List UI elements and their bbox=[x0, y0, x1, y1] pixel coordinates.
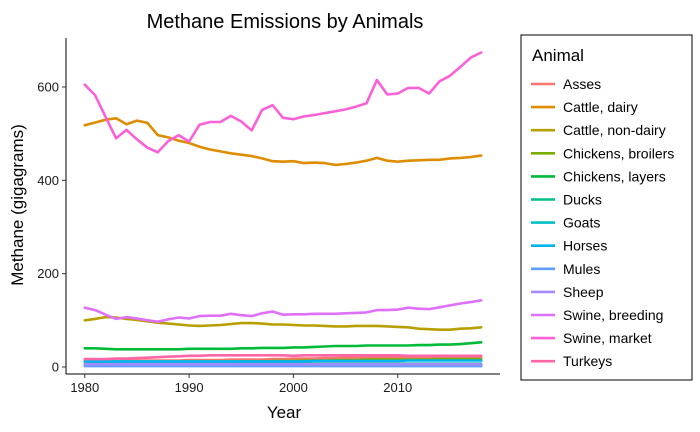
x-tick-label: 1990 bbox=[175, 380, 204, 395]
series-line-swine-market bbox=[83, 51, 483, 154]
legend-label-cattle-non-dairy: Cattle, non-dairy bbox=[563, 122, 666, 138]
chart-title: Methane Emissions by Animals bbox=[147, 11, 424, 33]
legend-label-horses: Horses bbox=[563, 238, 607, 254]
plot-area: 0 200 400 600 1980 1990 2000 2010 bbox=[37, 38, 500, 395]
legend-label-chickens-broilers: Chickens, broilers bbox=[563, 145, 674, 161]
legend-label-cattle-dairy: Cattle, dairy bbox=[563, 99, 638, 115]
legend-label-chickens-layers: Chickens, layers bbox=[563, 168, 666, 184]
legend-label-goats: Goats bbox=[563, 215, 600, 231]
y-tick-label: 400 bbox=[37, 173, 59, 188]
legend-label-swine-market: Swine, market bbox=[563, 330, 652, 346]
legend-label-turkeys: Turkeys bbox=[563, 353, 612, 369]
series-line-turkeys bbox=[83, 353, 483, 361]
y-tick-label: 600 bbox=[37, 80, 59, 95]
legend-label-ducks: Ducks bbox=[563, 192, 602, 208]
legend-title: Animal bbox=[532, 46, 584, 65]
series-line-cattle-dairy bbox=[83, 117, 483, 167]
x-tick-label: 2010 bbox=[383, 380, 412, 395]
y-axis-title: Methane (gigagrams) bbox=[8, 124, 27, 286]
x-axis-title: Year bbox=[267, 403, 302, 422]
legend-label-mules: Mules bbox=[563, 261, 600, 277]
y-tick-label: 200 bbox=[37, 266, 59, 281]
series-line-swine-breeding bbox=[83, 298, 483, 324]
legend-label-sheep: Sheep bbox=[563, 284, 604, 300]
legend-box bbox=[520, 34, 693, 381]
series-line-horses bbox=[83, 359, 483, 363]
x-tick-label: 1980 bbox=[70, 380, 99, 395]
legend-label-swine-breeding: Swine, breeding bbox=[563, 307, 663, 323]
legend-label-asses: Asses bbox=[563, 76, 601, 92]
series-line-chickens-layers bbox=[83, 340, 483, 351]
x-tick-label: 2000 bbox=[279, 380, 308, 395]
legend: Animal Asses Cattle, dairy Cattle, non-dai… bbox=[520, 34, 693, 381]
y-tick-label: 0 bbox=[52, 360, 59, 375]
